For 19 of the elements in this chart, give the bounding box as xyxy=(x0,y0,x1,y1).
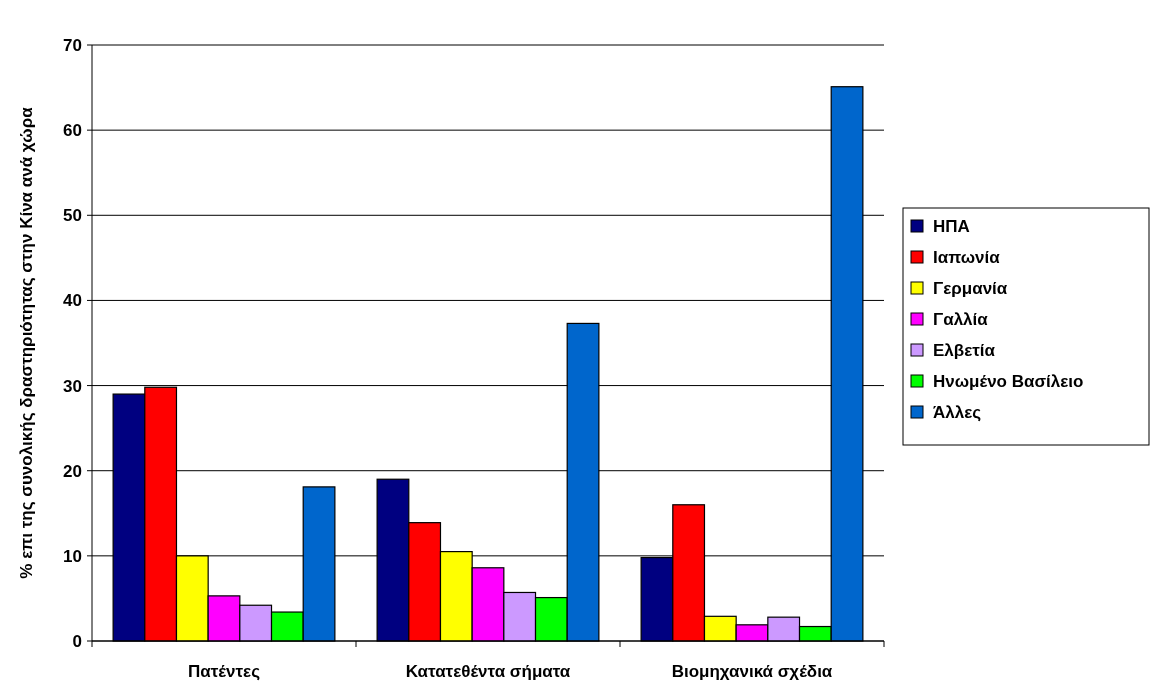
legend-label: Ηνωμένο Βασίλειο xyxy=(933,371,1084,391)
y-tick-label: 20 xyxy=(63,461,82,481)
legend-label: ΗΠΑ xyxy=(933,216,970,236)
x-tick-label: Πατέντες xyxy=(188,662,261,681)
y-tick-label: 0 xyxy=(72,631,82,651)
legend-label: Άλλες xyxy=(933,402,982,422)
y-tick-label: 30 xyxy=(63,376,82,396)
legend-label: Ελβετία xyxy=(933,340,996,360)
legend-label: Γαλλία xyxy=(933,309,989,329)
y-axis-title: % επι της συνολικής δραστηριότητας στην Κίνα ανά χώρα xyxy=(17,106,36,579)
x-tick-label: Κατατεθέντα σήματα xyxy=(405,662,571,681)
legend-label: Γερμανία xyxy=(933,278,1008,298)
y-tick-label: 50 xyxy=(63,206,82,226)
legend-label: Ιαπωνία xyxy=(933,247,1001,267)
y-tick-label: 60 xyxy=(63,121,82,141)
x-tick-label: Βιομηχανικά σχέδια xyxy=(671,662,833,681)
y-tick-label: 40 xyxy=(63,291,82,311)
y-tick-label: 70 xyxy=(63,35,82,55)
y-tick-label: 10 xyxy=(63,546,82,566)
